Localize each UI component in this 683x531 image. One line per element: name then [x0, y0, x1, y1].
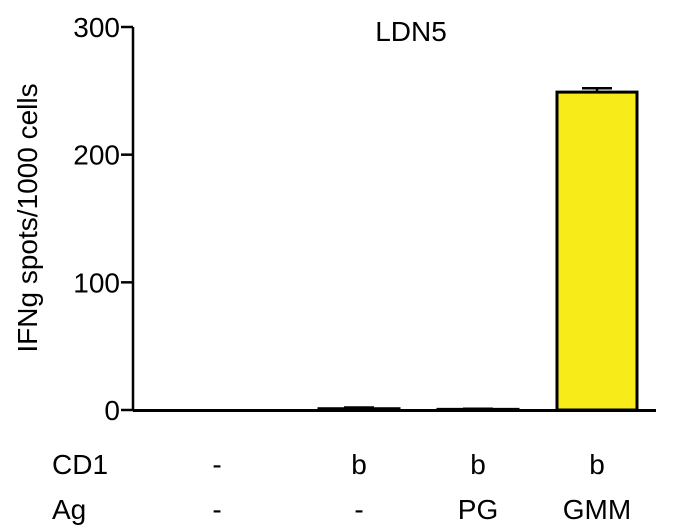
- row-label-value: -: [212, 494, 221, 525]
- row-label-name: Ag: [52, 494, 86, 525]
- row-label-value: -: [354, 494, 363, 525]
- chart-title: LDN5: [375, 16, 447, 47]
- row-label-value: -: [212, 449, 221, 480]
- bar: [317, 407, 401, 412]
- row-label-value: b: [351, 449, 367, 480]
- y-tick-label: 300: [73, 12, 120, 43]
- y-tick-label: 200: [73, 140, 120, 171]
- row-label-value: PG: [458, 494, 498, 525]
- row-label-value: b: [589, 449, 605, 480]
- y-tick-label: 0: [104, 395, 120, 426]
- bar: [555, 90, 639, 412]
- row-label-value: GMM: [563, 494, 631, 525]
- y-axis-label: IFNg spots/1000 cells: [12, 83, 43, 352]
- row-label-value: b: [470, 449, 486, 480]
- row-label-name: CD1: [52, 449, 108, 480]
- y-tick-label: 100: [73, 267, 120, 298]
